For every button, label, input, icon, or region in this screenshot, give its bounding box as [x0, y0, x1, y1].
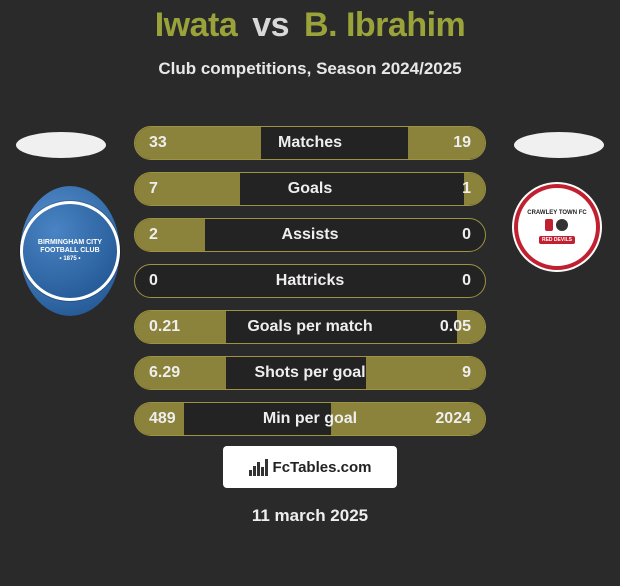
stat-fill-right [408, 127, 485, 159]
crest-left-year: 1875 [63, 256, 76, 262]
stat-value-right: 0 [462, 226, 471, 244]
crest-left-line1: Birmingham City [38, 239, 102, 247]
stat-label: Min per goal [263, 410, 357, 428]
stat-value-right: 2024 [435, 410, 471, 428]
flag-left-placeholder [16, 132, 106, 158]
fctables-badge[interactable]: FcTables.com [223, 446, 397, 488]
fctables-chart-icon [249, 458, 269, 476]
stat-value-right: 19 [453, 134, 471, 152]
subtitle: Club competitions, Season 2024/2025 [0, 59, 620, 79]
stat-label: Goals [288, 180, 332, 198]
date-label: 11 march 2025 [252, 506, 368, 526]
crest-right-top: CRAWLEY TOWN FC [527, 210, 586, 216]
stat-label: Shots per goal [254, 364, 365, 382]
stat-value-left: 2 [149, 226, 158, 244]
stat-value-left: 0.21 [149, 318, 180, 336]
stat-value-left: 6.29 [149, 364, 180, 382]
stat-fill-left [135, 219, 205, 251]
crest-right-banner: RED DEVILS [539, 236, 575, 244]
vs-label: vs [252, 6, 289, 44]
comparison-title: Iwata vs B. Ibrahim [0, 6, 620, 45]
crest-left-text: Birmingham City Football Club • 1875 • [38, 239, 102, 263]
stat-value-right: 9 [462, 364, 471, 382]
stat-value-right: 0 [462, 272, 471, 290]
stat-value-left: 489 [149, 410, 176, 428]
player2-name: B. Ibrahim [304, 6, 465, 44]
stats-container: 33 Matches 19 7 Goals 1 2 Assists 0 0 Hattricks 0 0.… [134, 126, 486, 436]
stat-label: Goals per match [247, 318, 372, 336]
stat-value-right: 0.05 [440, 318, 471, 336]
stat-row: 0 Hattricks 0 [134, 264, 486, 298]
club-crest-left: Birmingham City Football Club • 1875 • [20, 201, 120, 301]
stat-row: 489 Min per goal 2024 [134, 402, 486, 436]
stat-label: Matches [278, 134, 342, 152]
flag-right-placeholder [514, 132, 604, 158]
stat-row: 33 Matches 19 [134, 126, 486, 160]
crest-right-inner: CRAWLEY TOWN FC RED DEVILS [527, 210, 586, 244]
club-crest-right: CRAWLEY TOWN FC RED DEVILS [514, 184, 600, 270]
stat-value-left: 7 [149, 180, 158, 198]
stat-row: 6.29 Shots per goal 9 [134, 356, 486, 390]
stat-value-left: 0 [149, 272, 158, 290]
fctables-text: FcTables.com [273, 459, 372, 476]
stat-label: Hattricks [276, 272, 344, 290]
stat-row: 7 Goals 1 [134, 172, 486, 206]
ball-icon [556, 219, 568, 231]
stat-row: 0.21 Goals per match 0.05 [134, 310, 486, 344]
player1-name: Iwata [155, 6, 238, 44]
stat-value-right: 1 [462, 180, 471, 198]
stat-label: Assists [282, 226, 339, 244]
stat-value-left: 33 [149, 134, 167, 152]
shield-icon [545, 219, 553, 231]
crest-left-line2: Football Club [38, 247, 102, 255]
stat-row: 2 Assists 0 [134, 218, 486, 252]
